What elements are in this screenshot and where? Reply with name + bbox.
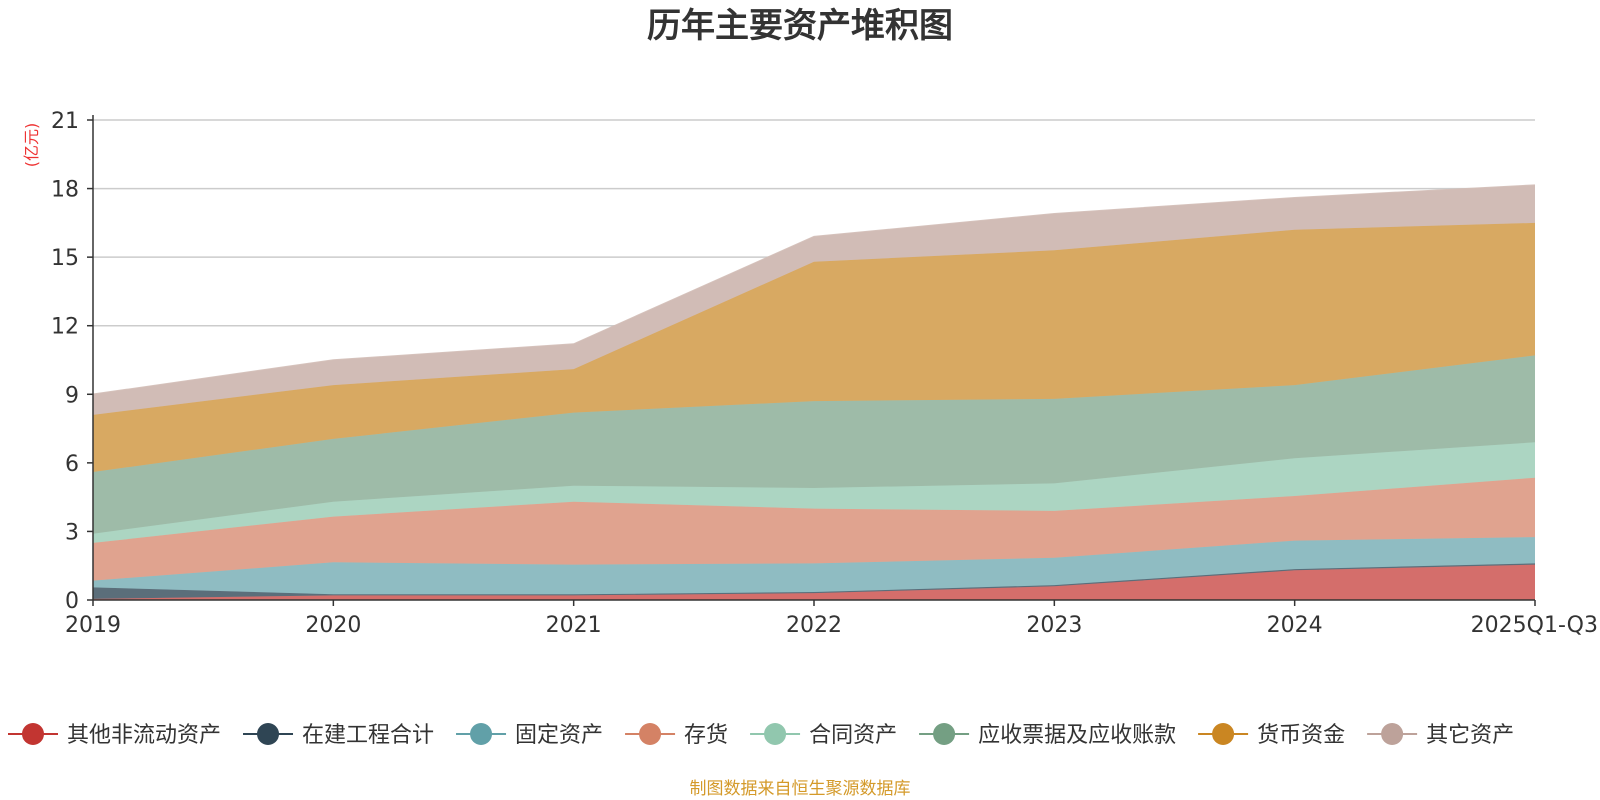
legend-swatch-marker — [639, 723, 662, 745]
legend-label: 存货 — [684, 723, 728, 748]
legend-label: 其他非流动资产 — [67, 723, 221, 748]
legend-label: 固定资产 — [515, 723, 603, 748]
x-tick-label: 2023 — [1026, 613, 1082, 638]
chart-title: 历年主要资产堆积图 — [647, 6, 953, 46]
legend-label: 货币资金 — [1257, 723, 1345, 748]
x-tick-label: 2019 — [65, 613, 121, 638]
area-series-7 — [93, 222, 1535, 472]
y-tick-label: 6 — [65, 452, 79, 477]
axes: 0 3 6 9 12 15 18 21 2019 2020 2021 2022 2023 2024 2025… — [51, 109, 1598, 638]
legend-item-1[interactable]: 其他非流动资产 — [8, 723, 221, 748]
legend-swatch-marker — [764, 723, 787, 745]
legend-label: 合同资产 — [809, 723, 897, 748]
legend-label: 在建工程合计 — [302, 723, 434, 748]
area-series-top-line-8 — [92, 184, 1536, 396]
y-tick-label: 0 — [65, 589, 79, 614]
x-tick-label: 2024 — [1267, 613, 1323, 638]
legend-item-2[interactable]: 在建工程合计 — [243, 723, 434, 748]
area-series-8 — [93, 185, 1535, 415]
legend-label: 其它资产 — [1426, 723, 1514, 748]
y-tick-label: 15 — [51, 246, 79, 271]
area-series-3 — [93, 537, 1535, 595]
legend-swatch-marker — [22, 723, 44, 745]
legend-item-3[interactable]: 固定资产 — [456, 723, 603, 748]
x-tick-label: 2025Q1-Q3 — [1471, 613, 1598, 638]
y-tick-label: 21 — [51, 109, 79, 134]
y-axis-unit-label: (亿元) — [22, 123, 41, 168]
x-tick-label: 2020 — [305, 613, 361, 638]
legend-item-4[interactable]: 存货 — [625, 723, 728, 748]
y-tick-label: 9 — [65, 383, 79, 408]
legend-item-5[interactable]: 合同资产 — [750, 723, 897, 748]
legend: 其他非流动资产 在建工程合计 固定资产 存货 合同资产 应收票据及应收账款 货币资金 其它资产 — [8, 723, 1514, 748]
legend-item-6[interactable]: 应收票据及应收账款 — [919, 723, 1176, 748]
legend-swatch-marker — [1212, 723, 1235, 745]
area-series-4 — [93, 477, 1535, 581]
source-note: 制图数据来自恒生聚源数据库 — [690, 779, 911, 799]
legend-label: 应收票据及应收账款 — [978, 723, 1176, 748]
legend-swatch-marker — [933, 723, 956, 745]
area-series-1 — [93, 564, 1535, 600]
legend-item-7[interactable]: 货币资金 — [1198, 723, 1345, 748]
area-series-group — [92, 184, 1536, 600]
y-tick-label: 3 — [65, 520, 79, 545]
y-tick-label: 18 — [51, 178, 79, 203]
legend-swatch-marker — [1381, 723, 1404, 745]
x-tick-label: 2022 — [786, 613, 842, 638]
legend-item-8[interactable]: 其它资产 — [1367, 723, 1514, 748]
area-series-6 — [93, 355, 1535, 534]
y-tick-label: 12 — [51, 315, 79, 340]
area-series-5 — [93, 442, 1535, 543]
legend-swatch-marker — [470, 723, 493, 745]
x-tick-label: 2021 — [546, 613, 602, 638]
legend-swatch-marker — [257, 723, 280, 745]
